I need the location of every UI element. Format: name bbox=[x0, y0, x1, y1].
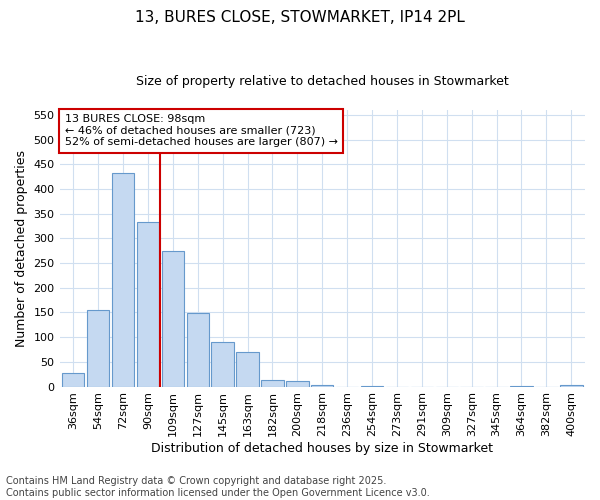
Text: 13 BURES CLOSE: 98sqm
← 46% of detached houses are smaller (723)
52% of semi-det: 13 BURES CLOSE: 98sqm ← 46% of detached … bbox=[65, 114, 338, 148]
Bar bbox=[161, 251, 184, 386]
Bar bbox=[187, 314, 209, 386]
Text: 13, BURES CLOSE, STOWMARKET, IP14 2PL: 13, BURES CLOSE, STOWMARKET, IP14 2PL bbox=[135, 10, 465, 25]
Text: Contains HM Land Registry data © Crown copyright and database right 2025.
Contai: Contains HM Land Registry data © Crown c… bbox=[6, 476, 430, 498]
Bar bbox=[112, 173, 134, 386]
Y-axis label: Number of detached properties: Number of detached properties bbox=[15, 150, 28, 347]
Bar bbox=[87, 310, 109, 386]
Bar bbox=[211, 342, 234, 386]
Bar bbox=[236, 352, 259, 386]
Bar bbox=[560, 385, 583, 386]
Bar bbox=[137, 222, 159, 386]
Bar bbox=[286, 381, 308, 386]
Bar bbox=[261, 380, 284, 386]
Bar bbox=[62, 373, 85, 386]
X-axis label: Distribution of detached houses by size in Stowmarket: Distribution of detached houses by size … bbox=[151, 442, 493, 455]
Title: Size of property relative to detached houses in Stowmarket: Size of property relative to detached ho… bbox=[136, 75, 509, 88]
Bar bbox=[311, 384, 334, 386]
